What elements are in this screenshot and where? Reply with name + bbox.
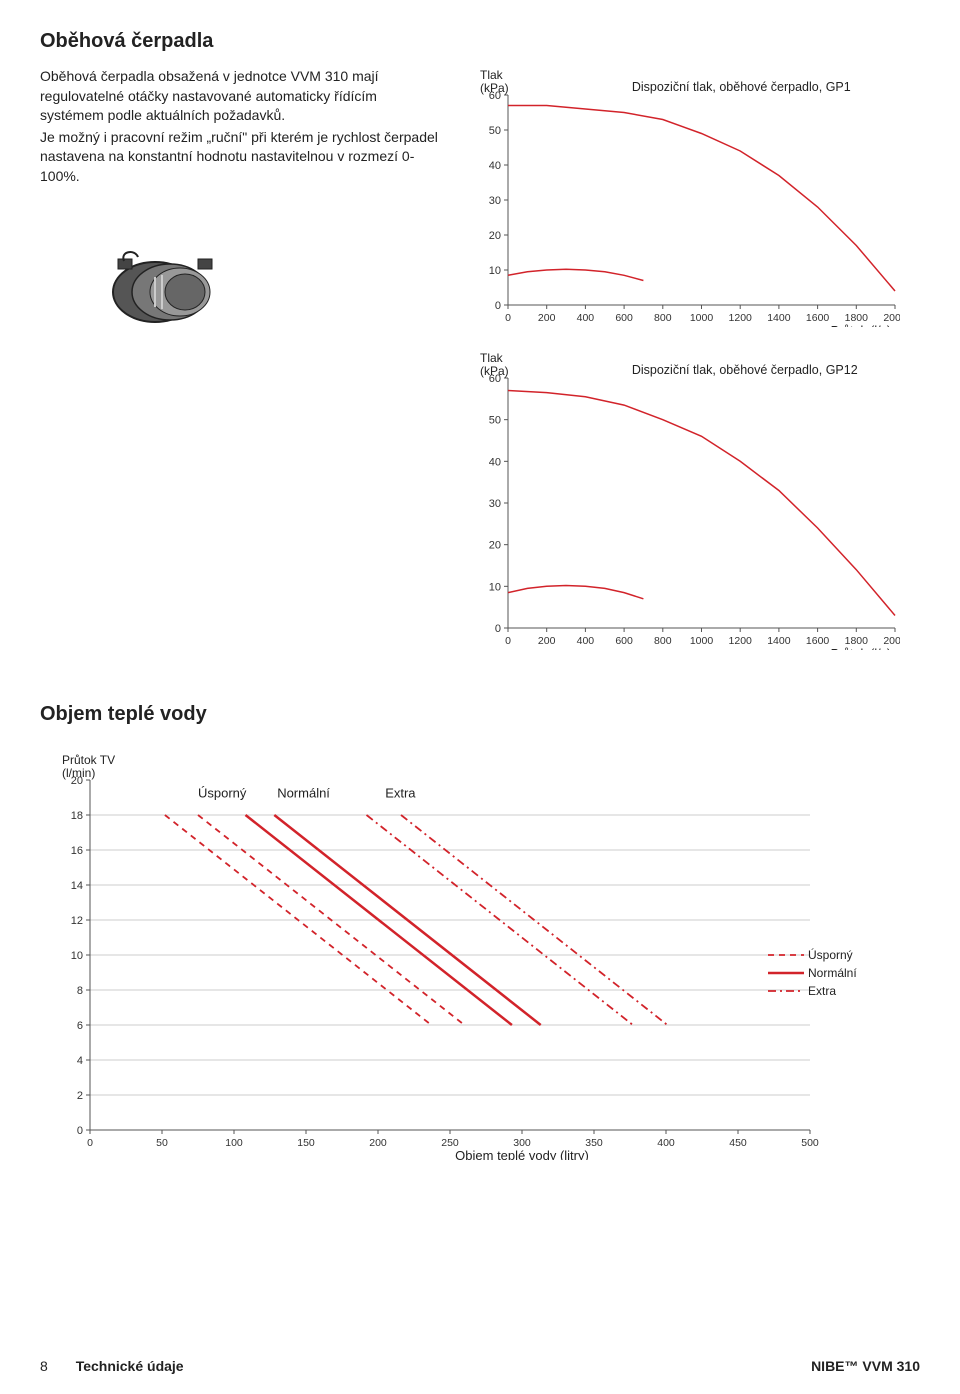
svg-text:16: 16 (71, 845, 83, 857)
svg-text:4: 4 (77, 1055, 83, 1067)
svg-text:Průtok TV: Průtok TV (62, 753, 115, 767)
svg-text:400: 400 (577, 312, 595, 324)
section-title-2: Objem teplé vody (40, 703, 920, 726)
svg-text:2000: 2000 (883, 312, 900, 324)
svg-text:1800: 1800 (845, 312, 869, 324)
svg-text:1400: 1400 (767, 312, 791, 324)
svg-text:0: 0 (505, 635, 511, 647)
svg-text:Úsporný: Úsporný (198, 786, 247, 801)
svg-text:0: 0 (495, 623, 501, 635)
pump-illustration (100, 247, 440, 340)
svg-text:1000: 1000 (690, 635, 714, 647)
svg-text:14: 14 (71, 880, 83, 892)
svg-text:50: 50 (156, 1137, 168, 1149)
svg-text:600: 600 (615, 312, 633, 324)
svg-text:1200: 1200 (729, 312, 753, 324)
footer-left-text: Technické údaje (76, 1358, 184, 1374)
svg-text:10: 10 (71, 950, 83, 962)
svg-text:Extra: Extra (385, 786, 416, 801)
svg-text:0: 0 (505, 312, 511, 324)
footer-right-text: NIBE™ VVM 310 (811, 1358, 920, 1374)
svg-text:800: 800 (654, 312, 672, 324)
svg-text:1600: 1600 (806, 635, 830, 647)
svg-text:50: 50 (489, 415, 501, 427)
svg-text:1200: 1200 (729, 635, 753, 647)
chart-gp12: 0102030405060020040060080010001200140016… (470, 350, 920, 653)
svg-text:100: 100 (225, 1137, 243, 1149)
svg-text:Tlak: Tlak (480, 68, 504, 82)
svg-text:1400: 1400 (767, 635, 791, 647)
svg-text:500: 500 (801, 1137, 819, 1149)
svg-text:Tlak: Tlak (480, 351, 504, 365)
svg-text:(kPa): (kPa) (480, 364, 509, 378)
footer-page-number: 8 (40, 1358, 48, 1374)
svg-text:12: 12 (71, 915, 83, 927)
svg-text:6: 6 (77, 1020, 83, 1032)
chart-hotwater: 0246810121416182005010015020025030035040… (40, 740, 920, 1163)
svg-text:0: 0 (77, 1125, 83, 1137)
svg-text:200: 200 (538, 312, 556, 324)
svg-text:Průtok (l/s): Průtok (l/s) (831, 647, 891, 650)
svg-text:600: 600 (615, 635, 633, 647)
svg-text:400: 400 (657, 1137, 675, 1149)
svg-text:Normální: Normální (808, 966, 857, 980)
svg-text:1600: 1600 (806, 312, 830, 324)
svg-text:Průtok (l/s): Průtok (l/s) (831, 324, 891, 327)
svg-text:200: 200 (538, 635, 556, 647)
svg-text:450: 450 (729, 1137, 747, 1149)
chart-gp1: 0102030405060020040060080010001200140016… (470, 67, 920, 330)
svg-text:40: 40 (489, 160, 501, 172)
svg-text:20: 20 (489, 230, 501, 242)
svg-text:1000: 1000 (690, 312, 714, 324)
svg-text:10: 10 (489, 265, 501, 277)
svg-text:200: 200 (369, 1137, 387, 1149)
svg-text:30: 30 (489, 195, 501, 207)
svg-text:2000: 2000 (883, 635, 900, 647)
svg-text:10: 10 (489, 581, 501, 593)
svg-text:Dispoziční tlak, oběhové čerpa: Dispoziční tlak, oběhové čerpadlo, GP1 (632, 80, 851, 94)
svg-text:Normální: Normální (277, 786, 330, 801)
svg-text:0: 0 (87, 1137, 93, 1149)
section-title-1: Oběhová čerpadla (40, 30, 920, 53)
svg-text:Objem teplé vody (litry): Objem teplé vody (litry) (455, 1148, 589, 1160)
svg-text:Dispoziční tlak, oběhové čerpa: Dispoziční tlak, oběhové čerpadlo, GP12 (632, 363, 858, 377)
svg-text:400: 400 (577, 635, 595, 647)
paragraph-2: Je možný i pracovní režim „ruční" při kt… (40, 128, 440, 187)
svg-text:800: 800 (654, 635, 672, 647)
svg-text:30: 30 (489, 498, 501, 510)
svg-text:Úsporný: Úsporný (808, 947, 853, 962)
svg-text:20: 20 (489, 540, 501, 552)
svg-text:18: 18 (71, 810, 83, 822)
svg-text:2: 2 (77, 1090, 83, 1102)
paragraph-1: Oběhová čerpadla obsažená v jednotce VVM… (40, 67, 440, 126)
svg-text:8: 8 (77, 985, 83, 997)
svg-text:150: 150 (297, 1137, 315, 1149)
svg-text:1800: 1800 (845, 635, 869, 647)
svg-text:(l/min): (l/min) (62, 766, 95, 780)
svg-text:50: 50 (489, 125, 501, 137)
svg-text:Extra: Extra (808, 984, 836, 998)
svg-text:40: 40 (489, 456, 501, 468)
svg-text:0: 0 (495, 300, 501, 312)
svg-text:(kPa): (kPa) (480, 81, 509, 95)
